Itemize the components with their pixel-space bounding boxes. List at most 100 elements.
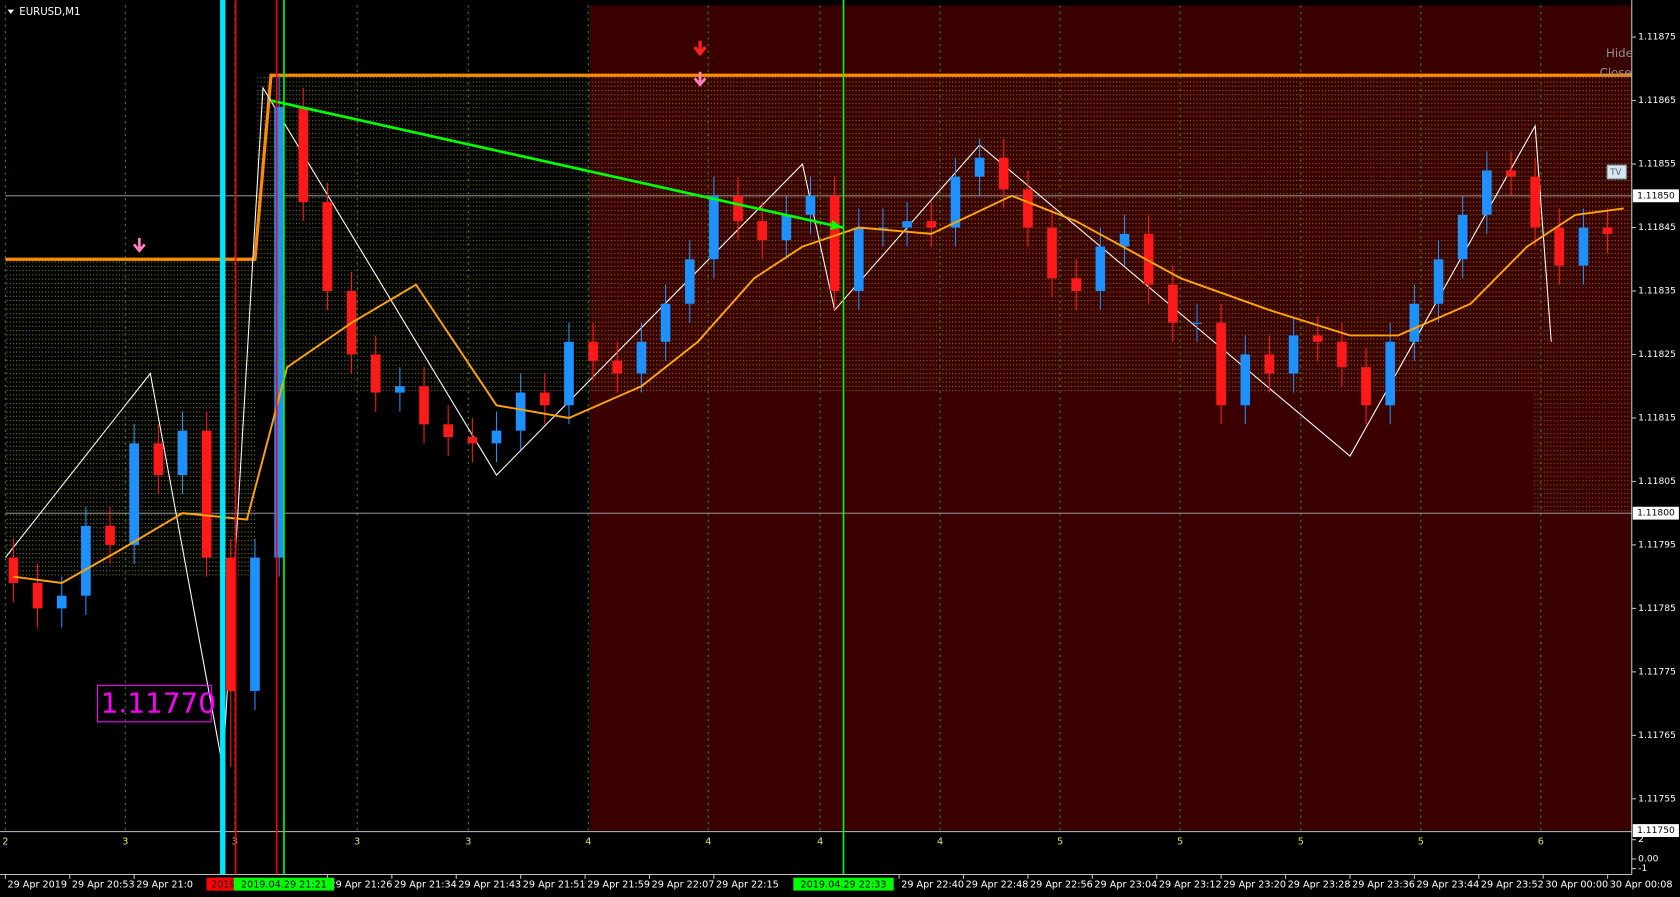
x-tick-label: 30 Apr 00:08 xyxy=(1610,880,1673,891)
tv-label[interactable]: TV xyxy=(1609,168,1621,178)
x-tick-label: 29 Apr 23:36 xyxy=(1352,880,1415,891)
session-number: 3 xyxy=(122,836,128,847)
price-label: 1.11770 xyxy=(101,687,216,720)
x-tick-label: 29 Apr 21:43 xyxy=(458,880,521,891)
candle-body xyxy=(1119,233,1130,247)
moving-average xyxy=(13,194,1624,584)
x-tick-label: 29 Apr 21:0 xyxy=(136,880,193,891)
candle-body xyxy=(1071,278,1082,292)
candle-body xyxy=(370,354,381,393)
session-number: 6 xyxy=(1538,836,1544,847)
chart-title: EURUSD,M1 xyxy=(19,7,80,18)
session-number: 3 xyxy=(354,836,360,847)
candle-body xyxy=(1578,227,1589,266)
candle-body xyxy=(1482,170,1492,215)
trend-arrow-head xyxy=(830,220,843,230)
x-tick-label: 29 Apr 22:56 xyxy=(1030,880,1093,891)
candle-body xyxy=(467,437,478,444)
candle-body xyxy=(757,221,768,241)
price-box xyxy=(1632,824,1679,837)
x-tick-label: 29 Apr 21:51 xyxy=(523,880,586,891)
trend-arrow xyxy=(270,99,843,229)
candle-body xyxy=(274,106,284,558)
candle-body xyxy=(950,176,961,228)
candle-body xyxy=(1361,367,1371,406)
candle-body xyxy=(153,443,164,476)
candle-body xyxy=(539,392,550,406)
candle-body xyxy=(105,525,115,545)
candle-body xyxy=(1409,303,1420,342)
candle-body xyxy=(564,341,574,406)
x-tick-label: 30 Apr 00:00 xyxy=(1545,880,1608,891)
candle-body xyxy=(829,195,840,292)
session-number: 5 xyxy=(1177,836,1183,847)
candle-body xyxy=(660,303,671,342)
candle-body xyxy=(250,557,260,691)
y-tick-label: 1.11835 xyxy=(1638,287,1676,297)
candle-body xyxy=(491,430,502,444)
candle-body xyxy=(1023,189,1033,228)
candle-body xyxy=(1312,335,1323,342)
session-number: 3 xyxy=(232,836,238,847)
candle-body xyxy=(8,557,19,583)
tv-box[interactable] xyxy=(1606,164,1627,180)
session-number: 5 xyxy=(1418,836,1424,847)
candle-body xyxy=(974,157,985,177)
close-button[interactable]: Close xyxy=(1600,65,1632,79)
candle-body xyxy=(733,195,743,222)
y-tick-label: 1.11875 xyxy=(1638,33,1676,43)
price-label-box xyxy=(97,684,212,723)
x-tick-label: 29 Apr 22:40 xyxy=(901,880,964,891)
candle-body xyxy=(684,259,695,304)
candle-body xyxy=(1457,214,1468,260)
session-number: 5 xyxy=(1298,836,1304,847)
range-box xyxy=(1533,393,1632,513)
x-tick-label: 29 Apr 23:12 xyxy=(1159,880,1222,891)
menu-triangle[interactable] xyxy=(7,9,14,14)
hide-button[interactable]: Hide xyxy=(1606,46,1633,60)
candle-body xyxy=(588,341,598,361)
x-tick-label: 29 Apr 23:52 xyxy=(1481,880,1544,891)
time-marker-box xyxy=(233,877,335,891)
signal-arrow xyxy=(132,237,146,253)
sell-arrow xyxy=(693,40,707,57)
x-tick-label: 29 Apr 21:26 xyxy=(330,880,393,891)
candle-body xyxy=(1192,322,1202,324)
y-tick-label: 1.11825 xyxy=(1638,350,1676,360)
candle-body xyxy=(322,202,333,292)
candle-body xyxy=(1095,246,1106,292)
candle-body xyxy=(612,360,623,374)
candle-body xyxy=(1264,354,1275,374)
signal-arrow xyxy=(693,71,707,87)
candle-body xyxy=(177,430,188,476)
candle-body xyxy=(926,221,937,228)
sub-y-tick-label: 2 xyxy=(1638,835,1644,845)
candle-body xyxy=(878,227,888,229)
y-tick-label: 1.11805 xyxy=(1638,477,1676,487)
session-number: 5 xyxy=(1057,836,1063,847)
candle-body xyxy=(1167,284,1178,323)
y-tick-label: 1.11785 xyxy=(1638,604,1676,614)
session-number: 2 xyxy=(2,836,8,847)
x-tick-label: 29 Apr 21:34 xyxy=(394,880,457,891)
x-tick-label: 29 Apr 23:44 xyxy=(1417,880,1480,891)
price-box xyxy=(1632,189,1679,203)
zigzag-line xyxy=(4,86,1552,768)
candle-body xyxy=(1337,341,1347,368)
candle-body xyxy=(1530,176,1540,228)
candle-body xyxy=(1554,227,1565,266)
y-tick-label: 1.11755 xyxy=(1638,794,1676,804)
y-tick-label: 1.11775 xyxy=(1638,667,1676,677)
candle-body xyxy=(636,341,647,374)
session-number: 4 xyxy=(937,836,943,847)
candle-body xyxy=(998,157,1009,190)
candle-body xyxy=(853,227,864,292)
y-tick-label: 1.11845 xyxy=(1638,223,1676,233)
session-number: 4 xyxy=(585,836,591,847)
candle-body xyxy=(1288,335,1299,374)
candle-body xyxy=(709,195,719,260)
candle-body xyxy=(1240,354,1251,406)
candle-body xyxy=(395,386,405,393)
candle-body xyxy=(1385,341,1396,406)
